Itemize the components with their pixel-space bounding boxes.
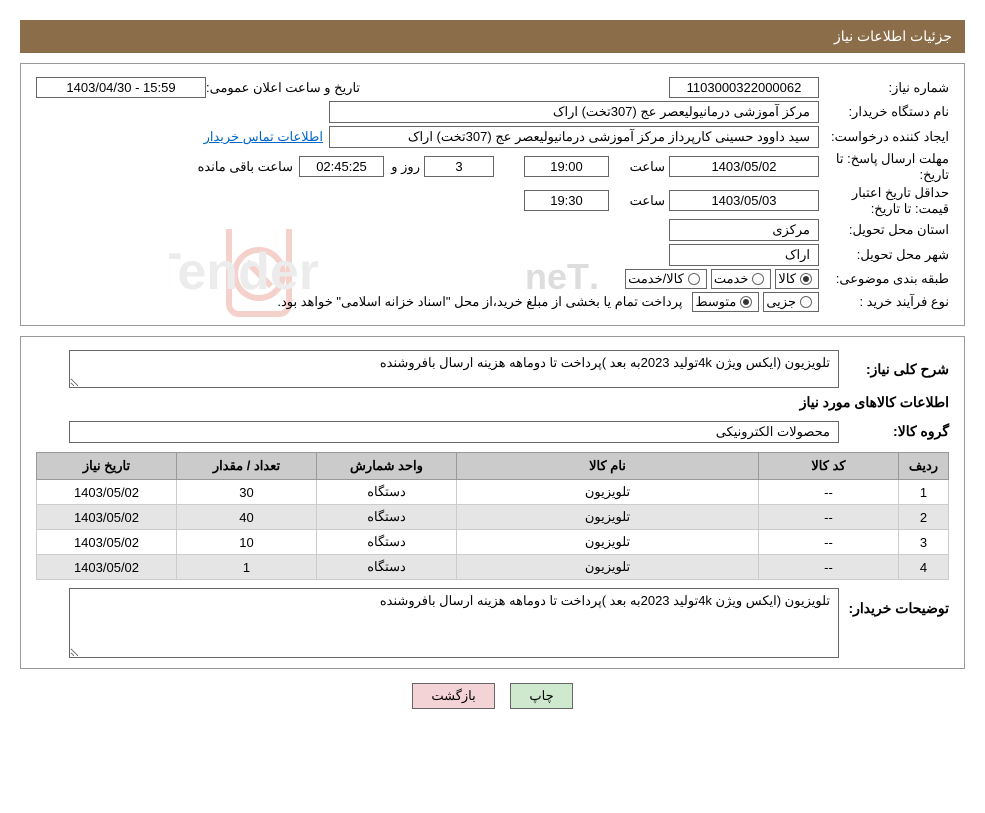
group-label: گروه کالا: (839, 423, 949, 440)
cell-qty: 40 (177, 505, 317, 530)
radio-icon (688, 273, 700, 285)
cell-n: 4 (899, 555, 949, 580)
proc-minor-label: جزیی (766, 294, 796, 310)
cell-code: -- (759, 505, 899, 530)
cat-goods-label: کالا (778, 271, 796, 287)
buyer-desc-textarea[interactable]: تلویزیون (ایکس ویژن 4kتولید 2023به بعد )… (69, 588, 839, 658)
cell-date: 1403/05/02 (37, 530, 177, 555)
back-button[interactable]: بازگشت (412, 683, 494, 709)
buyer-org-label: نام دستگاه خریدار: (819, 104, 949, 120)
cell-code: -- (759, 480, 899, 505)
cell-unit: دستگاه (317, 505, 457, 530)
button-row: چاپ بازگشت (20, 683, 965, 709)
days-field: 3 (424, 156, 494, 177)
deadline-reply-label: مهلت ارسال پاسخ: تا تاریخ: (819, 151, 949, 182)
radio-icon (800, 296, 812, 308)
countdown-suffix: ساعت باقی مانده (198, 159, 293, 175)
group-field: محصولات الکترونیکی (69, 421, 839, 443)
request-no-label: شماره نیاز: (819, 80, 949, 96)
cell-n: 1 (899, 480, 949, 505)
details-panel: AriaTender .neT شماره نیاز: 110300032200… (20, 63, 965, 326)
cell-name: تلویزیون (457, 480, 759, 505)
table-row: 4 -- تلویزیون دستگاه 1 1403/05/02 (37, 555, 949, 580)
th-date: تاریخ نیاز (37, 453, 177, 480)
th-name: نام کالا (457, 453, 759, 480)
deadline-reply-time: 19:00 (524, 156, 609, 177)
min-price-date: 1403/05/03 (669, 190, 819, 211)
cell-date: 1403/05/02 (37, 480, 177, 505)
cell-name: تلویزیون (457, 530, 759, 555)
cell-qty: 30 (177, 480, 317, 505)
cat-goods-service-label: کالا/خدمت (628, 271, 684, 287)
announce-label: تاریخ و ساعت اعلان عمومی: (206, 80, 360, 96)
city-field: اراک (669, 244, 819, 266)
cell-code: -- (759, 530, 899, 555)
time-label-1: ساعت (609, 159, 669, 175)
requirements-panel: شرح کلی نیاز: تلویزیون (ایکس ویژن 4kتولی… (20, 336, 965, 669)
th-row: ردیف (899, 453, 949, 480)
cell-unit: دستگاه (317, 480, 457, 505)
announce-field: 15:59 - 1403/04/30 (36, 77, 206, 98)
min-price-time: 19:30 (524, 190, 609, 211)
creator-field: سید داوود حسینی کارپرداز مرکز آموزشی درم… (329, 126, 819, 148)
request-no-field: 1103000322000062 (669, 77, 819, 98)
th-qty: تعداد / مقدار (177, 453, 317, 480)
city-label: شهر محل تحویل: (819, 247, 949, 263)
cat-service-option[interactable]: خدمت (711, 269, 772, 289)
cell-n: 2 (899, 505, 949, 530)
items-table: ردیف کد کالا نام کالا واحد شمارش تعداد /… (36, 452, 949, 580)
th-code: کد کالا (759, 453, 899, 480)
summary-textarea[interactable]: تلویزیون (ایکس ویژن 4kتولید 2023به بعد )… (69, 350, 839, 388)
cell-name: تلویزیون (457, 555, 759, 580)
page-title-bar: جزئیات اطلاعات نیاز (20, 20, 965, 53)
proc-medium-option[interactable]: متوسط (692, 292, 759, 312)
proc-medium-label: متوسط (695, 294, 736, 310)
items-section-title: اطلاعات کالاهای مورد نیاز (36, 394, 949, 411)
cell-date: 1403/05/02 (37, 505, 177, 530)
radio-icon (752, 273, 764, 285)
th-unit: واحد شمارش (317, 453, 457, 480)
process-note: پرداخت تمام یا بخشی از مبلغ خرید،از محل … (277, 294, 682, 310)
table-row: 2 -- تلویزیون دستگاه 40 1403/05/02 (37, 505, 949, 530)
province-field: مرکزی (669, 219, 819, 241)
buyer-org-field: مرکز آموزشی درمانیولیعصر عج (307تخت) ارا… (329, 101, 819, 123)
creator-label: ایجاد کننده درخواست: (819, 129, 949, 145)
summary-label: شرح کلی نیاز: (839, 361, 949, 378)
cat-service-label: خدمت (714, 271, 749, 287)
cell-n: 3 (899, 530, 949, 555)
table-row: 1 -- تلویزیون دستگاه 30 1403/05/02 (37, 480, 949, 505)
cat-goods-option[interactable]: کالا (775, 269, 819, 289)
days-and-label: روز و (384, 159, 424, 175)
buyer-desc-label: توضیحات خریدار: (839, 594, 949, 617)
cell-unit: دستگاه (317, 530, 457, 555)
cat-goods-service-option[interactable]: کالا/خدمت (625, 269, 707, 289)
cell-code: -- (759, 555, 899, 580)
countdown-field: 02:45:25 (299, 156, 384, 177)
proc-minor-option[interactable]: جزیی (763, 292, 819, 312)
time-label-2: ساعت (609, 193, 669, 209)
process-label: نوع فرآیند خرید : (819, 294, 949, 310)
min-price-label: حداقل تاریخ اعتبار قیمت: تا تاریخ: (819, 185, 949, 216)
radio-checked-icon (740, 296, 752, 308)
province-label: استان محل تحویل: (819, 222, 949, 238)
cell-unit: دستگاه (317, 555, 457, 580)
category-label: طبقه بندی موضوعی: (819, 271, 949, 287)
deadline-reply-date: 1403/05/02 (669, 156, 819, 177)
cell-qty: 10 (177, 530, 317, 555)
cell-qty: 1 (177, 555, 317, 580)
page-title: جزئیات اطلاعات نیاز (834, 28, 952, 44)
buyer-contact-link[interactable]: اطلاعات تماس خریدار (204, 129, 323, 145)
cell-name: تلویزیون (457, 505, 759, 530)
table-row: 3 -- تلویزیون دستگاه 10 1403/05/02 (37, 530, 949, 555)
radio-checked-icon (800, 273, 812, 285)
print-button[interactable]: چاپ (510, 683, 572, 709)
cell-date: 1403/05/02 (37, 555, 177, 580)
